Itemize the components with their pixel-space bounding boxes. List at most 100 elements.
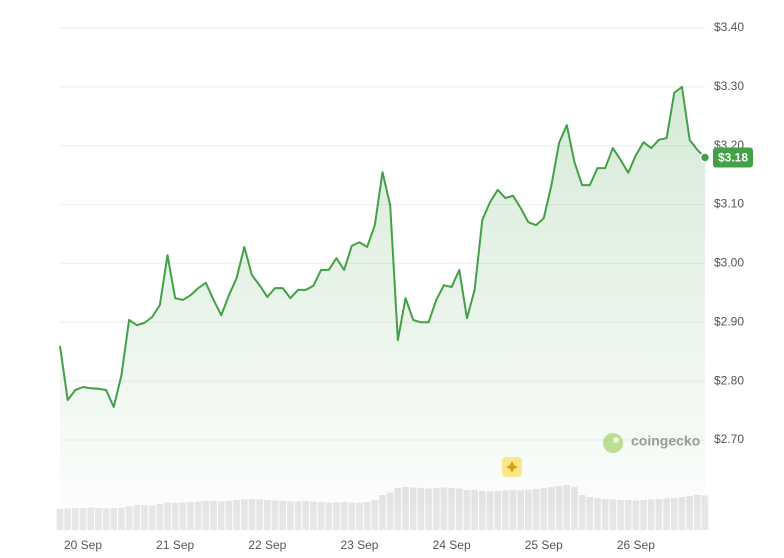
volume-bar <box>225 501 233 530</box>
logo <box>603 433 623 453</box>
volume-bar <box>586 497 594 530</box>
y-tick-label: $2.80 <box>714 373 744 387</box>
volume-bar <box>194 501 202 530</box>
y-tick-label: $2.70 <box>714 432 744 446</box>
volume-bar <box>371 500 379 530</box>
volume-bar <box>240 499 248 530</box>
volume-bar <box>578 495 586 530</box>
volume-bar <box>663 498 670 530</box>
volume-bar <box>317 502 325 530</box>
volume-bar <box>548 487 555 530</box>
volume-bar <box>448 488 455 530</box>
volume-bar <box>701 495 709 530</box>
volume-bar <box>402 487 409 530</box>
volume-bar <box>325 502 333 530</box>
volume-bar <box>463 490 471 530</box>
volume-bar <box>348 502 356 530</box>
event-icon <box>502 457 522 477</box>
volume-bar <box>210 501 217 530</box>
volume-bar <box>164 502 171 530</box>
line <box>59 85 711 409</box>
last-price-dot <box>699 152 711 163</box>
volume-bar <box>471 490 478 530</box>
volume-bar <box>379 495 386 530</box>
volume-bar <box>509 490 517 530</box>
x-tick-label: 23 Sep <box>340 538 378 552</box>
volume-bar <box>263 500 271 530</box>
volume-bar <box>279 501 287 530</box>
logo-eye <box>613 437 619 443</box>
volume-bar <box>455 488 463 530</box>
volume-bar <box>79 508 87 530</box>
volume-bar <box>532 489 540 530</box>
volume-bar <box>87 507 95 530</box>
area <box>60 86 705 506</box>
x-tick-label: 21 Sep <box>156 538 194 552</box>
volume-bar <box>302 501 310 530</box>
price-area <box>60 86 705 506</box>
volume-bar <box>409 487 417 530</box>
volume-bar <box>601 499 609 530</box>
volume-bar <box>647 499 655 530</box>
volume-bar <box>133 505 141 530</box>
volume-bar <box>356 503 363 530</box>
volume-bar <box>525 490 532 530</box>
volume-bar <box>233 500 240 530</box>
volume-bar <box>156 504 164 530</box>
volume-bar <box>202 501 210 530</box>
volume-bar <box>187 502 194 530</box>
volume-bar <box>141 505 148 530</box>
volume-bar <box>271 500 279 530</box>
x-tick-label: 26 Sep <box>617 538 655 552</box>
volume-bar <box>655 499 663 530</box>
x-tick-label: 22 Sep <box>248 538 286 552</box>
volume-bar <box>478 491 486 530</box>
volume-bar <box>256 499 263 530</box>
y-tick-label: $3.10 <box>714 197 744 211</box>
volume-bar <box>102 508 110 530</box>
price-line <box>59 85 706 409</box>
y-tick-label: $2.90 <box>714 314 744 328</box>
volume-bar <box>417 488 425 530</box>
volume-bar <box>64 508 72 530</box>
volume-bar <box>670 498 678 530</box>
volume-bar <box>624 500 632 530</box>
volume-bar <box>110 508 118 530</box>
volume-bar <box>686 496 693 530</box>
volume-bar <box>95 508 102 530</box>
price-tag-text: $3.18 <box>718 151 748 165</box>
volume-bar <box>540 488 548 530</box>
volume-bar <box>632 500 640 530</box>
volume-bar <box>340 502 348 530</box>
volume-bars <box>56 485 709 530</box>
volume-bar <box>563 485 571 530</box>
volume-bar <box>425 488 432 530</box>
volume-bar <box>148 505 156 530</box>
volume-bar <box>310 501 317 530</box>
volume-bar <box>486 491 494 530</box>
volume-bar <box>440 487 448 530</box>
volume-bar <box>179 502 187 530</box>
volume-bar <box>609 499 617 530</box>
volume-bar <box>171 503 179 530</box>
volume-bar <box>294 501 302 530</box>
price-tag <box>713 147 753 168</box>
volume-bar <box>248 499 256 530</box>
x-tick-label: 20 Sep <box>64 538 102 552</box>
volume-bar <box>640 500 647 530</box>
volume-bar <box>678 497 686 530</box>
x-tick-label: 24 Sep <box>433 538 471 552</box>
volume-bar <box>125 506 133 530</box>
volume-bar <box>72 508 79 530</box>
volume-bar <box>555 486 563 530</box>
y-tick-label: $3.00 <box>714 256 744 270</box>
volume-bar <box>56 509 64 530</box>
volume-bar <box>118 507 125 530</box>
y-tick-label: $3.40 <box>714 20 744 34</box>
volume-bar <box>502 490 509 530</box>
labels: $2.70$2.80$2.90$3.00$3.10$3.20$3.30$3.40… <box>64 20 753 552</box>
volume-bar <box>386 492 394 530</box>
volume-bar <box>517 490 525 530</box>
x-tick-label: 25 Sep <box>525 538 563 552</box>
